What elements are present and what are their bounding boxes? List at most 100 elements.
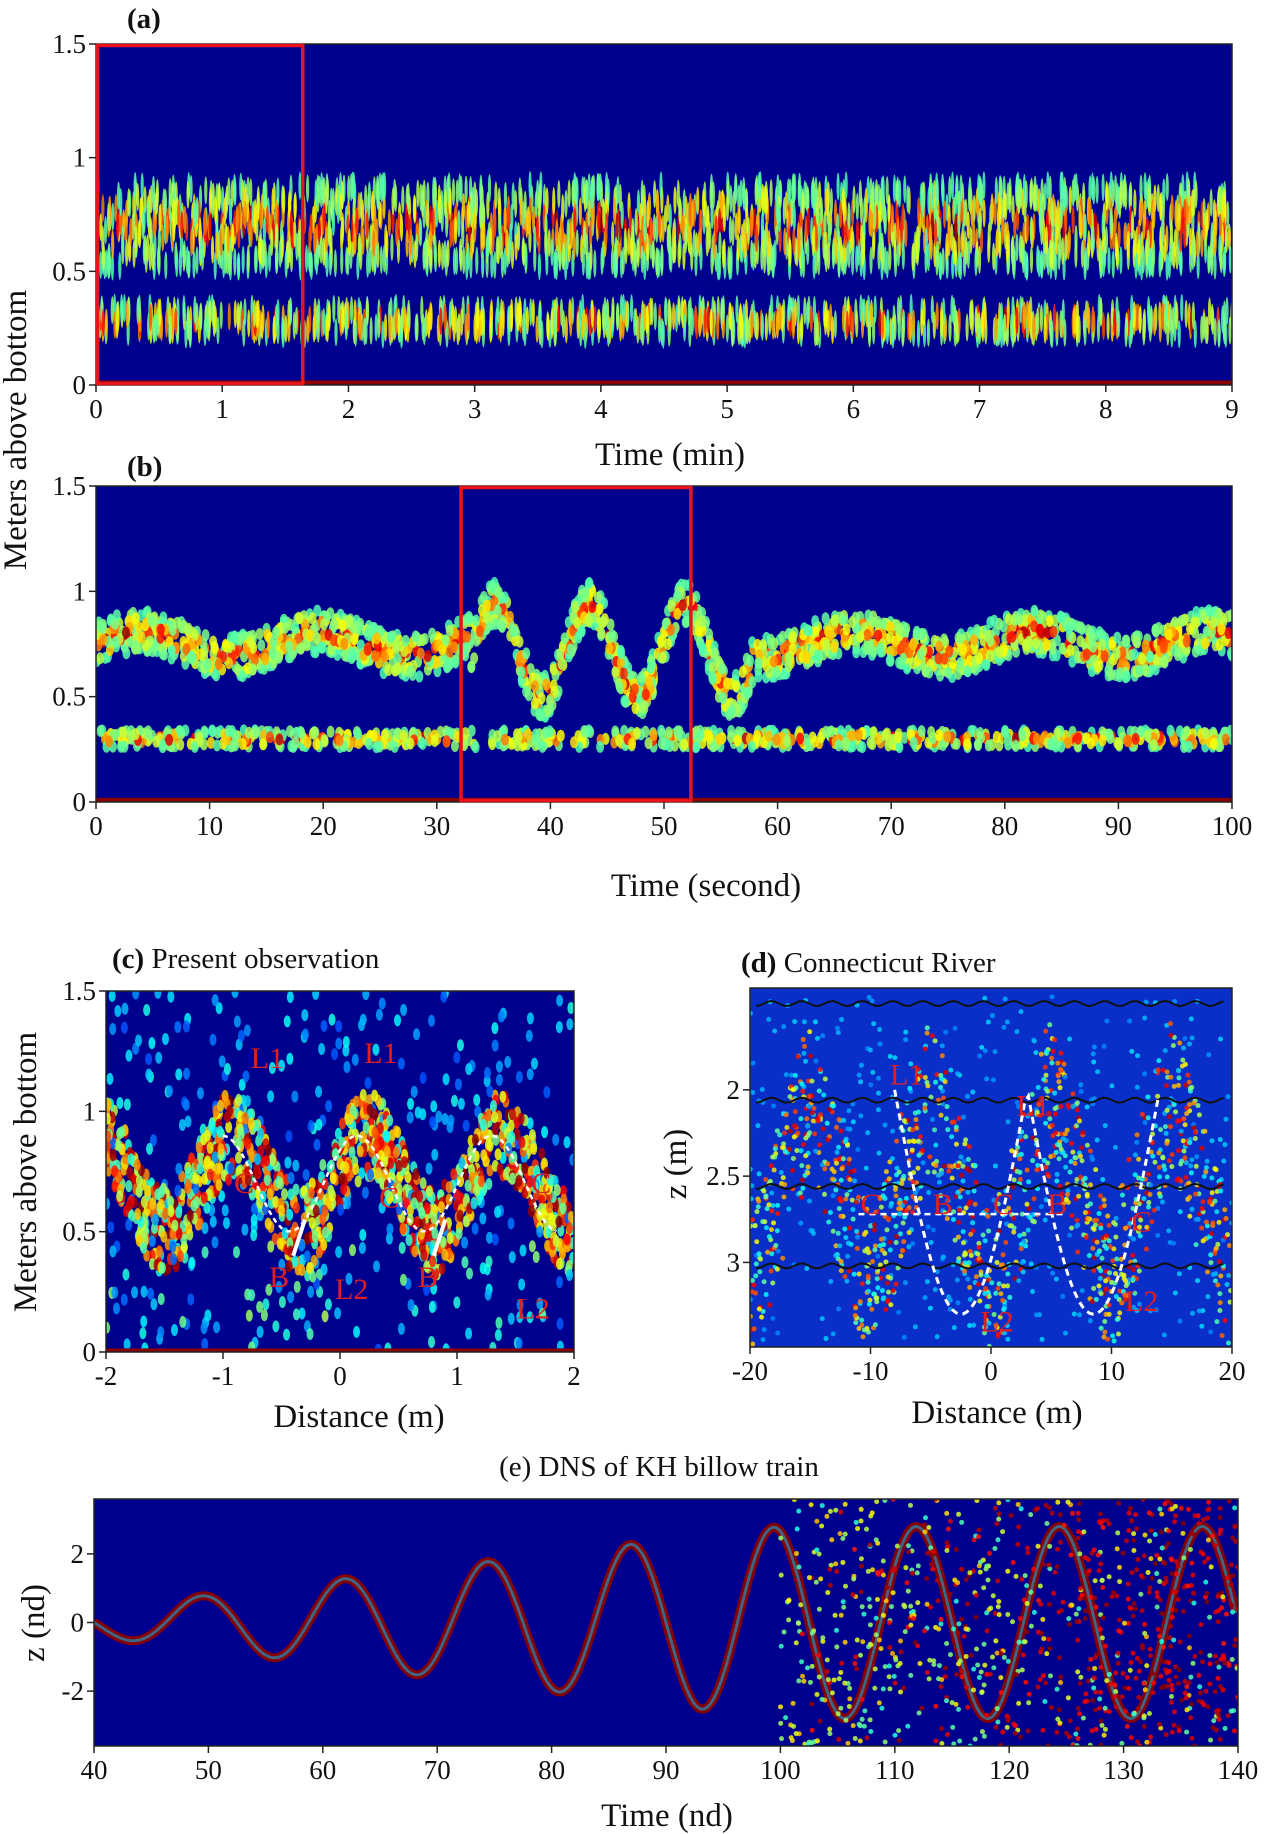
- heatmap-cell: [880, 312, 885, 341]
- heatmap-cell: [340, 246, 344, 275]
- heatmap-cell: [830, 315, 835, 344]
- heatmap-cell: [561, 194, 565, 223]
- x-tick-label: 6: [847, 394, 861, 424]
- heatmap-cell: [589, 242, 593, 271]
- heatmap-cell: [266, 310, 270, 339]
- heatmap-cell: [742, 183, 746, 212]
- heatmap-cell: [926, 318, 931, 347]
- heatmap-cell: [1072, 306, 1077, 335]
- heatmap-cell: [138, 220, 142, 249]
- heatmap-cell: [450, 740, 459, 753]
- heatmap-cell: [164, 309, 169, 338]
- heatmap-cell: [698, 305, 703, 334]
- heatmap-cell: [596, 740, 605, 753]
- heatmap-cell: [1159, 192, 1163, 221]
- heatmap-cell: [803, 296, 807, 325]
- heatmap-cell: [443, 188, 447, 217]
- heatmap-cell: [930, 182, 935, 211]
- heatmap-cell: [224, 657, 233, 670]
- heatmap-cell: [1095, 175, 1099, 204]
- heatmap-cell: [420, 295, 424, 324]
- heatmap-cell: [817, 180, 822, 209]
- heatmap-cell: [201, 629, 210, 642]
- heatmap-cell: [381, 172, 385, 201]
- heatmap-cell: [457, 209, 461, 238]
- heatmap-cell: [1174, 199, 1178, 228]
- heatmap-cell: [431, 207, 435, 236]
- heatmap-cell: [433, 244, 438, 273]
- heatmap-cell: [977, 210, 982, 239]
- heatmap-cell: [261, 239, 265, 268]
- heatmap-cell: [775, 310, 780, 339]
- heatmap-cell: [255, 300, 259, 329]
- heatmap-cell: [1083, 317, 1087, 346]
- heatmap-cell: [940, 173, 945, 202]
- heatmap-cell: [1138, 305, 1142, 334]
- heatmap-cell: [566, 218, 570, 247]
- heatmap-cell: [694, 248, 698, 277]
- heatmap-cell: [324, 225, 328, 254]
- heatmap-cell: [182, 243, 186, 272]
- heatmap-cell: [322, 307, 326, 336]
- heatmap-cell: [1052, 303, 1056, 332]
- heatmap-cell: [964, 237, 968, 266]
- heatmap-cell: [698, 606, 707, 619]
- heatmap-cell: [546, 694, 555, 707]
- heatmap-cell: [443, 660, 452, 673]
- heatmap-cell: [517, 666, 526, 679]
- heatmap-cell: [316, 174, 320, 203]
- heatmap-cell: [1132, 300, 1136, 329]
- heatmap-cell: [312, 631, 321, 644]
- heatmap-cell: [558, 226, 562, 255]
- heatmap-cell: [716, 252, 720, 281]
- heatmap-cell: [975, 652, 984, 665]
- heatmap-cell: [349, 296, 354, 325]
- heatmap-cell: [862, 298, 866, 327]
- heatmap-cell: [1204, 604, 1213, 617]
- heatmap-cell: [1099, 298, 1103, 327]
- heatmap-cell: [916, 319, 921, 348]
- heatmap-cell: [982, 659, 991, 672]
- heatmap-cell: [661, 320, 665, 349]
- heatmap-cell: [636, 239, 640, 268]
- heatmap-cell: [1184, 740, 1193, 753]
- heatmap-cell: [233, 300, 237, 329]
- heatmap-cell: [537, 190, 542, 219]
- heatmap-cell: [680, 738, 689, 751]
- heatmap-cell: [287, 234, 292, 263]
- heatmap-cell: [1083, 246, 1087, 275]
- shared-ylabel-ab: Meters above bottom: [0, 289, 34, 570]
- heatmap-cell: [951, 251, 955, 280]
- heatmap-cell: [655, 214, 659, 243]
- heatmap-cell: [334, 318, 338, 347]
- heatmap-cell: [1041, 193, 1045, 222]
- heatmap-cell: [476, 302, 480, 331]
- heatmap-cell: [538, 303, 542, 332]
- heatmap-cell: [1076, 635, 1085, 648]
- heatmap-cell: [511, 182, 515, 211]
- heatmap-cell: [817, 247, 821, 276]
- heatmap-cell: [327, 643, 336, 656]
- y-tick-label: 0: [73, 370, 87, 400]
- heatmap-cell: [999, 620, 1008, 633]
- heatmap-cell: [369, 316, 373, 345]
- heatmap-cell: [172, 214, 176, 243]
- heatmap-cell: [729, 185, 733, 214]
- heatmap-cell: [567, 179, 571, 208]
- heatmap-cell: [1177, 320, 1181, 349]
- heatmap-cell: [1030, 604, 1039, 617]
- heatmap-cell: [186, 180, 190, 209]
- heatmap-cell: [885, 176, 889, 205]
- heatmap-cell: [1180, 293, 1184, 322]
- heatmap-cells: [96, 577, 1232, 802]
- heatmap-cell: [265, 205, 269, 234]
- heatmap-cell: [851, 310, 855, 339]
- heatmap-cell: [852, 185, 856, 214]
- heatmap-cell: [1221, 733, 1230, 746]
- heatmap-cell: [998, 197, 1002, 226]
- heatmap-cell: [908, 657, 917, 670]
- heatmap-cell: [535, 214, 540, 243]
- heatmap-cell: [1170, 194, 1174, 223]
- heatmap-cell: [452, 314, 456, 343]
- heatmap-cell: [1003, 313, 1007, 342]
